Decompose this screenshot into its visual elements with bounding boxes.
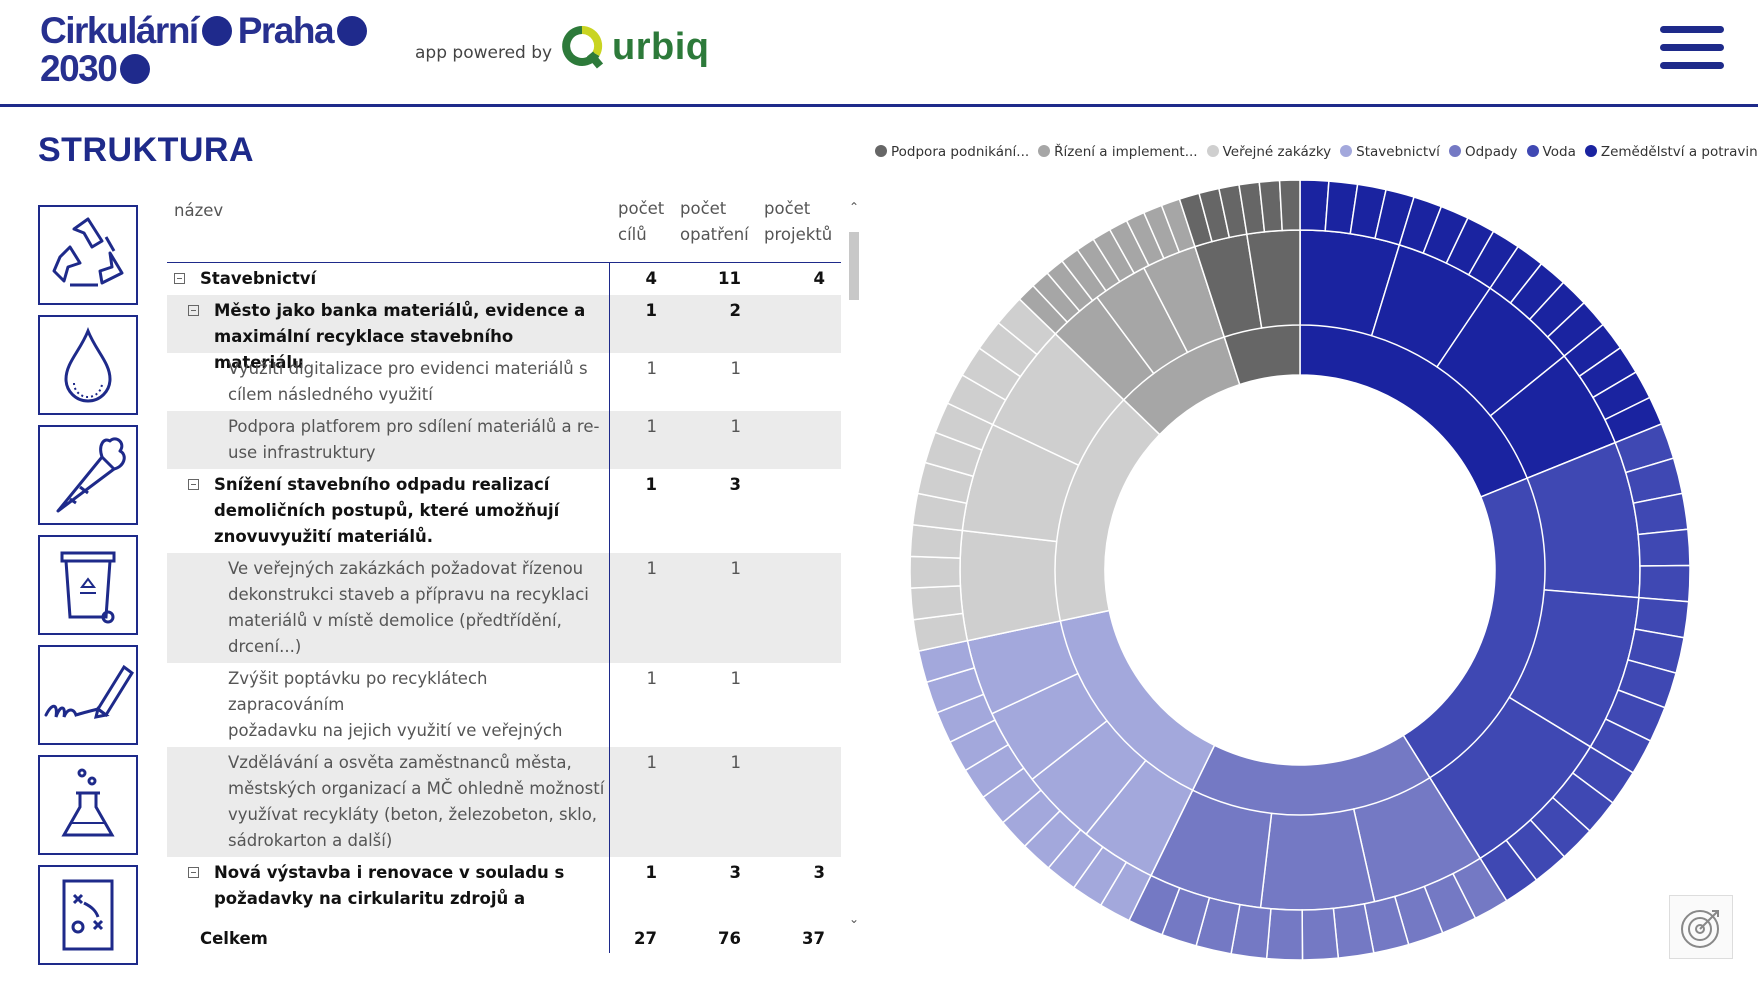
legend-item[interactable]: Veřejné zakázky — [1206, 144, 1331, 160]
row-projects: 4 — [813, 269, 825, 288]
flask-icon[interactable] — [38, 755, 138, 855]
legend-item[interactable]: Stavebnictví — [1340, 144, 1440, 160]
water-drop-icon[interactable] — [38, 315, 138, 415]
table-row[interactable]: Ve veřejných zakázkách požadovat řízenou… — [167, 553, 841, 663]
urbiq-logo-icon — [562, 25, 604, 69]
table-row[interactable]: Využití digitalizace pro evidenci materi… — [167, 353, 841, 411]
legend-swatch-icon — [1206, 145, 1219, 157]
scroll-thumb[interactable] — [849, 232, 859, 300]
page-title: STRUKTURA — [38, 131, 255, 169]
legend-item[interactable]: Zemědělství a potraviny — [1584, 144, 1758, 160]
legend-swatch-icon — [875, 145, 887, 157]
collapse-toggle-icon[interactable] — [188, 867, 199, 878]
cirkularni-praha-logo: Cirkulární Praha 2030 — [40, 12, 373, 88]
urbiq-brand-text: urbiq — [612, 26, 710, 68]
total-goals: 27 — [634, 929, 657, 948]
table-row[interactable]: Vzdělávání a osvěta zaměstnanců města, mě… — [167, 747, 841, 857]
row-goals: 1 — [645, 863, 657, 882]
recycle-icon[interactable] — [38, 205, 138, 305]
sunburst-outer-segment[interactable] — [1265, 907, 1304, 960]
row-name: Podpora platforem pro sdílení materiálů … — [228, 417, 600, 462]
table-row[interactable]: Zvýšit poptávku po recyklátech zapracová… — [167, 663, 841, 766]
row-measures: 2 — [729, 301, 741, 320]
signature-pen-icon[interactable] — [38, 645, 138, 745]
row-measures: 1 — [730, 669, 742, 688]
strategy-board-icon[interactable] — [38, 865, 138, 965]
total-label: Celkem — [200, 929, 268, 948]
structure-table: název počet cílů počet opatření počet proje… — [167, 190, 841, 954]
row-measures: 3 — [729, 863, 741, 882]
sunburst-outer-segment[interactable] — [1637, 528, 1691, 567]
total-row: Celkem 27 76 37 — [167, 924, 841, 954]
legend-swatch-icon — [1038, 145, 1051, 157]
collapse-toggle-icon[interactable] — [188, 305, 199, 316]
row-goals: 1 — [645, 301, 657, 320]
collapse-toggle-icon[interactable] — [174, 273, 185, 284]
row-name: Vzdělávání a osvěta zaměstnanců města, mě… — [228, 753, 605, 850]
row-name: Město jako banka materiálů, evidence a ma… — [214, 301, 586, 372]
header-name[interactable]: název — [174, 201, 224, 220]
legend-item[interactable]: Odpady — [1448, 144, 1518, 160]
row-name: Snížení stavebního odpadu realizací demol… — [214, 475, 560, 546]
row-goals: 1 — [646, 417, 658, 436]
hamburger-menu-icon[interactable] — [1660, 26, 1724, 76]
row-name: Ve veřejných zakázkách požadovat řízenou… — [228, 559, 589, 656]
row-goals: 1 — [645, 475, 657, 494]
legend-item[interactable]: Podpora podnikání... — [875, 144, 1029, 160]
row-measures: 1 — [730, 417, 742, 436]
legend-item[interactable]: Řízení a implement... — [1038, 144, 1198, 160]
row-name: Nová výstavba i renovace v souladu s poža… — [214, 863, 565, 908]
total-projects: 37 — [802, 929, 825, 948]
header-goals[interactable]: počet cílů — [618, 199, 665, 244]
legend-item[interactable]: Voda — [1526, 144, 1576, 160]
collapse-toggle-icon[interactable] — [188, 479, 199, 490]
table-scrollbar[interactable]: ⌃ ⌄ — [848, 200, 860, 930]
row-measures: 1 — [730, 359, 742, 378]
legend-swatch-icon — [1526, 145, 1539, 157]
row-goals: 1 — [646, 359, 658, 378]
table-header: název počet cílů počet opatření počet proje… — [167, 190, 841, 263]
header-measures[interactable]: počet opatření — [680, 199, 749, 244]
row-measures: 1 — [730, 559, 742, 578]
table-row[interactable]: Město jako banka materiálů, evidence a ma… — [167, 295, 841, 372]
row-name: Stavebnictví — [200, 269, 317, 288]
waste-bin-icon[interactable] — [38, 535, 138, 635]
table-row[interactable]: Nová výstavba i renovace v souladu s poža… — [167, 857, 841, 915]
row-measures: 1 — [730, 753, 742, 772]
table-row[interactable]: Stavebnictví 4 11 4 — [167, 263, 841, 295]
legend-swatch-icon — [1448, 145, 1461, 157]
sunburst-outer-segment[interactable] — [1638, 564, 1691, 603]
row-goals: 1 — [646, 559, 658, 578]
sunburst-outer-segment[interactable] — [909, 555, 962, 589]
legend-swatch-icon — [1584, 145, 1597, 157]
table-row[interactable]: Podpora platforem pro sdílení materiálů … — [167, 411, 841, 469]
sunburst-outer-segment[interactable] — [1299, 179, 1330, 232]
sunburst-outer-segment[interactable] — [1301, 907, 1340, 960]
row-goals: 4 — [645, 269, 657, 288]
row-measures: 3 — [729, 475, 741, 494]
sunburst-outer-segment[interactable] — [909, 585, 964, 621]
powered-by-label: app powered by — [415, 43, 553, 63]
focus-mode-icon[interactable] — [1669, 895, 1733, 959]
sunburst-middle-segment[interactable] — [1259, 808, 1376, 911]
total-measures: 76 — [718, 929, 741, 948]
app-header: Cirkulární Praha 2030 app powered by urbi… — [0, 0, 1758, 107]
carrot-icon[interactable] — [38, 425, 138, 525]
row-projects: 3 — [813, 863, 825, 882]
row-goals: 1 — [646, 669, 658, 688]
category-icon-bar — [38, 205, 138, 975]
table-body: Stavebnictví 4 11 4 Město jako banka materiá… — [167, 263, 841, 915]
legend-swatch-icon — [1340, 145, 1353, 157]
sunburst-middle-segment[interactable] — [959, 529, 1062, 642]
header-projects[interactable]: počet projektů — [764, 199, 833, 244]
sunburst-chart[interactable] — [900, 160, 1700, 960]
sunburst-outer-segment[interactable] — [1278, 179, 1301, 232]
row-goals: 1 — [646, 753, 658, 772]
row-measures: 11 — [718, 269, 741, 288]
row-name: Využití digitalizace pro evidenci materi… — [228, 359, 588, 404]
chart-legend: Podpora podnikání... Řízení a implement..… — [875, 144, 1758, 160]
scroll-down-icon[interactable]: ⌄ — [848, 912, 860, 926]
scroll-up-icon[interactable]: ⌃ — [848, 200, 860, 214]
table-row[interactable]: Snížení stavebního odpadu realizací demol… — [167, 469, 841, 553]
